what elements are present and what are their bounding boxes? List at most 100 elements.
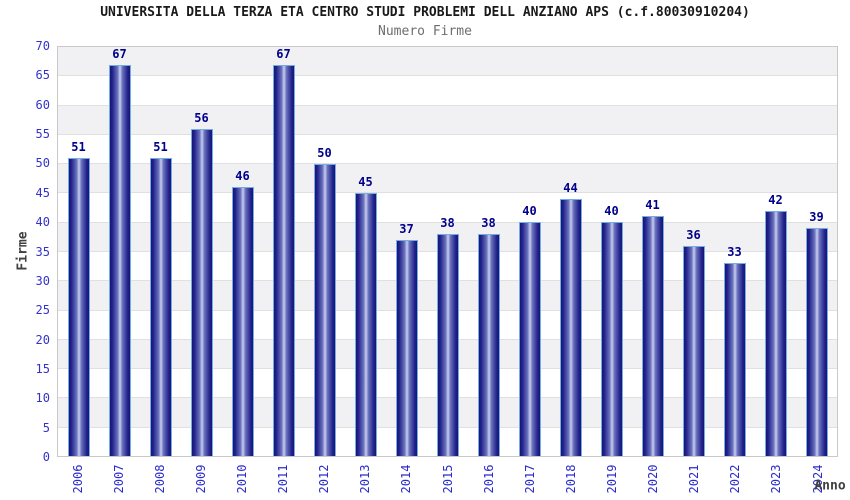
y-tick-label: 30 (35, 273, 50, 288)
bar-cell: 39 (796, 47, 837, 456)
bar-cell: 36 (673, 47, 714, 456)
bar-cell: 51 (58, 47, 99, 456)
x-tick-label: 2014 (399, 464, 414, 494)
x-tick-label: 2021 (687, 464, 702, 494)
y-tick-label: 25 (35, 303, 50, 318)
bar-value-label: 38 (440, 215, 455, 230)
bar-cell: 37 (386, 47, 427, 456)
bar-value-label: 67 (276, 46, 291, 61)
bars-layer: 51 67 51 56 46 67 50 45 37 38 38 40 44 40 41 36 33 42 39 (58, 47, 837, 456)
y-tick-label: 65 (35, 68, 50, 83)
x-tick-label: 2010 (234, 464, 249, 494)
bar-value-label: 40 (604, 204, 619, 219)
y-tick-label: 15 (35, 361, 50, 376)
bar-cell: 46 (222, 47, 263, 456)
bar-cell: 42 (755, 47, 796, 456)
x-tick-label: 2006 (70, 464, 85, 494)
y-tick-label: 55 (35, 127, 50, 142)
bar (354, 193, 377, 456)
x-tick-label: 2009 (193, 464, 208, 494)
x-tick-label: 2007 (111, 464, 126, 494)
bar (395, 239, 418, 456)
x-tick-label: 2018 (563, 464, 578, 494)
plot-band (58, 47, 837, 77)
bar-value-label: 41 (645, 198, 660, 213)
x-tick-label: 2015 (440, 464, 455, 494)
bar-cell: 38 (468, 47, 509, 456)
x-tick-cell: 2016 (468, 459, 509, 499)
bar (682, 245, 705, 456)
bar-cell: 50 (304, 47, 345, 456)
plot-band (58, 134, 837, 165)
bar (641, 216, 664, 456)
x-tick-cell: 2017 (509, 459, 550, 499)
bar-value-label: 51 (71, 140, 86, 155)
y-tick-label: 10 (35, 391, 50, 406)
x-tick-label: 2016 (481, 464, 496, 494)
bar-value-label: 38 (481, 215, 496, 230)
bar-value-label: 33 (727, 245, 742, 260)
x-tick-cell: 2020 (633, 459, 674, 499)
x-tick-label: 2011 (276, 464, 291, 494)
x-tick-cell: 2012 (304, 459, 345, 499)
bar-value-label: 56 (194, 110, 209, 125)
bar-value-label: 45 (358, 175, 373, 190)
x-tick-label: 2019 (604, 464, 619, 494)
x-tick-cell: 2021 (674, 459, 715, 499)
x-tick-cell: 2022 (715, 459, 756, 499)
y-tick-label: 70 (35, 39, 50, 53)
bar (149, 158, 172, 456)
x-tick-cell: 2006 (57, 459, 98, 499)
x-tick-cell: 2007 (98, 459, 139, 499)
y-tick-label: 45 (35, 185, 50, 200)
x-tick-label: 2022 (728, 464, 743, 494)
x-tick-cell: 2014 (386, 459, 427, 499)
chart-title: UNIVERSITA DELLA TERZA ETA CENTRO STUDI … (100, 5, 750, 20)
chart-subtitle: Numero Firme (378, 24, 472, 39)
bar-cell: 67 (99, 47, 140, 456)
bar-cell: 41 (632, 47, 673, 456)
bar-cell: 51 (140, 47, 181, 456)
bar (272, 64, 295, 456)
y-axis-title: Firme (15, 231, 31, 271)
x-tick-cell: 2023 (756, 459, 797, 499)
bar-value-label: 36 (686, 227, 701, 242)
bar (764, 210, 787, 456)
bar (477, 233, 500, 456)
bar (436, 233, 459, 456)
plot-area: 51 67 51 56 46 67 50 45 37 38 38 40 44 40 41 36 33 42 39 (57, 46, 838, 457)
x-tick-label: 2012 (317, 464, 332, 494)
bar-value-label: 50 (317, 145, 332, 160)
bar-value-label: 46 (235, 169, 250, 184)
x-tick-cell: 2010 (221, 459, 262, 499)
y-tick-label: 50 (35, 156, 50, 171)
x-tick-cell: 2011 (263, 459, 304, 499)
bar-value-label: 40 (522, 204, 537, 219)
x-tick-label: 2008 (152, 464, 167, 494)
x-tick-label: 2017 (522, 464, 537, 494)
y-tick-label: 60 (35, 97, 50, 112)
plot-band (58, 193, 837, 223)
bar (231, 187, 254, 456)
bar-cell: 67 (263, 47, 304, 456)
bar-value-label: 37 (399, 221, 414, 236)
x-tick-label: 2023 (769, 464, 784, 494)
bar-cell: 33 (714, 47, 755, 456)
bar-value-label: 67 (112, 46, 127, 61)
y-tick-label: 0 (42, 450, 50, 464)
bar (559, 198, 582, 456)
x-tick-label: 2013 (358, 464, 373, 494)
bar-value-label: 51 (153, 140, 168, 155)
x-tick-cell: 2018 (550, 459, 591, 499)
bar (67, 158, 90, 456)
bar (518, 222, 541, 456)
bar (805, 228, 828, 456)
x-tick-cell: 2015 (427, 459, 468, 499)
y-tick-label: 35 (35, 244, 50, 259)
plot-band (58, 164, 837, 194)
bar (600, 222, 623, 456)
bar (108, 64, 131, 456)
bar-cell: 40 (509, 47, 550, 456)
plot-band (58, 105, 837, 135)
